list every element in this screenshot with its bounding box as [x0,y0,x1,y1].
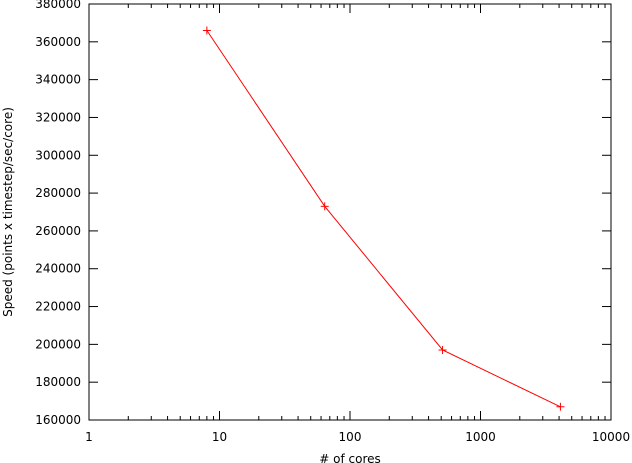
x-tick-label: 100 [339,430,362,444]
series-line [206,30,561,408]
y-axis-title: Speed (points x timestep/sec/core) [1,107,15,317]
y-tick-label: 180000 [35,375,81,389]
y-tick-label: 340000 [35,73,81,87]
y-tick-label: 200000 [35,337,81,351]
data-point [202,26,211,35]
data-point [320,202,329,211]
y-tick-label: 380000 [35,0,81,11]
y-axis-ticks: 160000 180000 200000 220000 240000 260000 2800… [35,0,611,427]
x-axis-title: # of cores [319,452,381,463]
y-tick-label: 360000 [35,35,81,49]
x-tick-label: 10000 [592,430,630,444]
series-layer [202,26,565,411]
y-tick-label: 280000 [35,186,81,200]
plot-frame [88,3,612,421]
y-tick-label: 320000 [35,110,81,124]
y-tick-label: 160000 [35,413,81,427]
y-tick-label: 260000 [35,224,81,238]
data-point [438,346,447,355]
y-tick-label: 300000 [35,148,81,162]
y-tick-label: 240000 [35,262,81,276]
data-point [556,402,565,411]
x-tick-label: 10 [212,430,227,444]
y-tick-label: 220000 [35,300,81,314]
x-tick-label: 1 [85,430,93,444]
x-tick-label: 1000 [465,430,496,444]
x-axis-ticks: 1 10 100 1000 10000 [85,4,630,444]
